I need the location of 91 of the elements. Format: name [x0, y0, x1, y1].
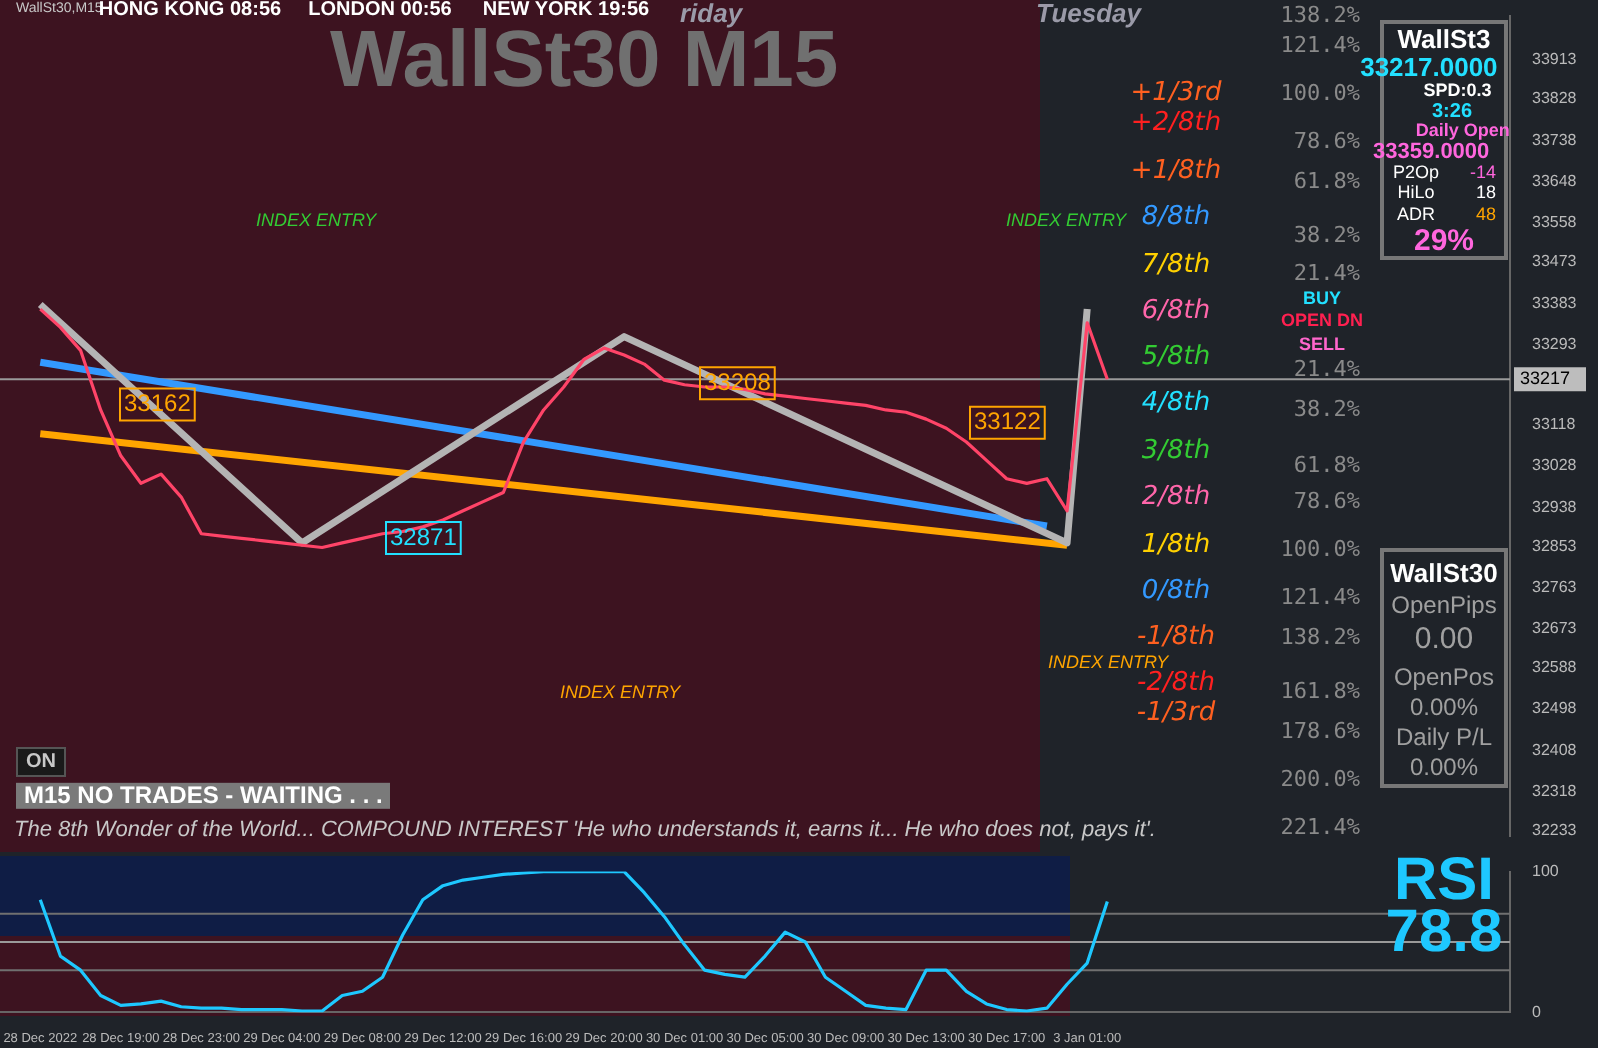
y-tick-label: 32673 [1532, 619, 1578, 638]
text: 18 [1475, 182, 1496, 204]
annotation: The 8th Wonder of the World... COMPOUND INTEREST 'He who understands it, earns it... He who does not, pays it'. [14, 817, 1156, 843]
text: 21.4% [1293, 259, 1360, 287]
text: 33217.0000 [1360, 51, 1498, 83]
text: 78.6% [1293, 487, 1360, 515]
text: 8/8th [1141, 201, 1211, 233]
text: +2/8th [1130, 107, 1222, 139]
annotation: ON [16, 747, 66, 777]
y-tick-label: 33828 [1532, 89, 1578, 108]
annotation: INDEX ENTRY [1006, 210, 1127, 232]
text: 3/8th [1141, 435, 1211, 467]
text: 138.2% [1280, 1, 1360, 29]
text: 0.00 [1414, 621, 1474, 657]
y-tick-label: 33738 [1532, 130, 1578, 149]
text: 61.8% [1293, 451, 1360, 479]
text: OPEN DN [1280, 310, 1364, 332]
text: 0.00% [1409, 752, 1479, 782]
text: WallSt3 [1397, 23, 1491, 55]
text: 38.2% [1293, 395, 1360, 423]
y-tick-label: 33648 [1532, 172, 1578, 190]
text: SELL [1298, 334, 1346, 356]
text: 38.2% [1293, 221, 1360, 249]
annotation: NEW YORK 19:56 [482, 0, 650, 21]
y-tick-label: 33558 [1532, 213, 1578, 232]
text: 100.0% [1280, 535, 1360, 563]
text: 5/8th [1141, 341, 1211, 373]
text: 78.6% [1293, 127, 1360, 155]
text: 33359.0000 [1373, 139, 1490, 165]
ref-line-label: 33217 [1520, 368, 1571, 389]
annotation: 32871 [390, 522, 458, 551]
y-tick-label: 33383 [1532, 293, 1578, 312]
annotation: INDEX ENTRY [1048, 652, 1169, 673]
y-tick-label: 0 [1532, 1002, 1542, 1021]
text: 48 [1475, 204, 1496, 226]
text: 0/8th [1141, 575, 1211, 607]
text: WallSt30 [1390, 557, 1498, 589]
y-tick-label: 33293 [1532, 334, 1578, 353]
text: 21.4% [1293, 355, 1360, 383]
text: 1/8th [1141, 529, 1211, 561]
annotation: INDEX ENTRY [560, 682, 681, 704]
annotation: Tuesday [1036, 0, 1142, 29]
text: 178.6% [1280, 717, 1360, 745]
text: -14 [1469, 162, 1496, 184]
text: 0.00% [1409, 692, 1479, 722]
text: HiLo [1397, 182, 1435, 204]
text: Daily Open [1415, 120, 1510, 142]
text: -1/3rd [1136, 697, 1216, 729]
annotation: M15 NO TRADES - WAITING . . . [16, 780, 391, 810]
y-tick-label: 32408 [1532, 740, 1578, 759]
annotation: HONG KONG 08:56 [98, 0, 282, 21]
text: BUY [1302, 288, 1342, 310]
y-tick-label: 32938 [1532, 497, 1578, 516]
text: 6/8th [1141, 295, 1211, 327]
text: 61.8% [1293, 167, 1360, 195]
text: -1/8th [1137, 621, 1215, 653]
text: Daily P/L [1395, 722, 1493, 752]
y-tick-label: 32763 [1532, 577, 1578, 596]
y-tick-label: 33913 [1532, 50, 1578, 69]
text: 121.4% [1280, 583, 1360, 611]
annotation: LONDON 00:56 [308, 0, 452, 21]
text: 7/8th [1141, 249, 1211, 281]
text: 161.8% [1280, 677, 1360, 705]
y-tick-label: 32853 [1532, 536, 1578, 555]
y-tick-label: 32233 [1532, 820, 1578, 839]
y-tick-label: 32588 [1532, 658, 1578, 677]
text: ADR [1396, 204, 1436, 226]
text: 121.4% [1280, 31, 1360, 59]
y-tick-label: 32318 [1532, 781, 1578, 800]
text: P2Op [1392, 162, 1440, 184]
y-tick-label: 33473 [1532, 252, 1578, 271]
text: OpenPips [1391, 590, 1497, 620]
text: 138.2% [1280, 623, 1360, 651]
text: 29% [1413, 223, 1475, 259]
text: 3:26 [1431, 101, 1473, 123]
text: 200.0% [1280, 765, 1360, 793]
text: +1/8th [1130, 155, 1222, 187]
text: SPD:0.3 [1423, 80, 1492, 102]
text: 2/8th [1141, 481, 1211, 513]
y-tick-label: 100 [1532, 862, 1560, 881]
text: 221.4% [1280, 813, 1360, 841]
annotation: 33122 [974, 407, 1042, 436]
y-tick-label: 33118 [1532, 415, 1577, 434]
text: 4/8th [1141, 387, 1211, 419]
text: +1/3rd [1130, 77, 1222, 109]
text: 100.0% [1280, 79, 1360, 107]
text: OpenPos [1393, 662, 1495, 692]
text: -2/8th [1137, 667, 1215, 699]
y-tick-label: 33028 [1532, 456, 1578, 475]
annotation: INDEX ENTRY [256, 210, 377, 232]
y-tick-label: 32498 [1532, 699, 1578, 718]
